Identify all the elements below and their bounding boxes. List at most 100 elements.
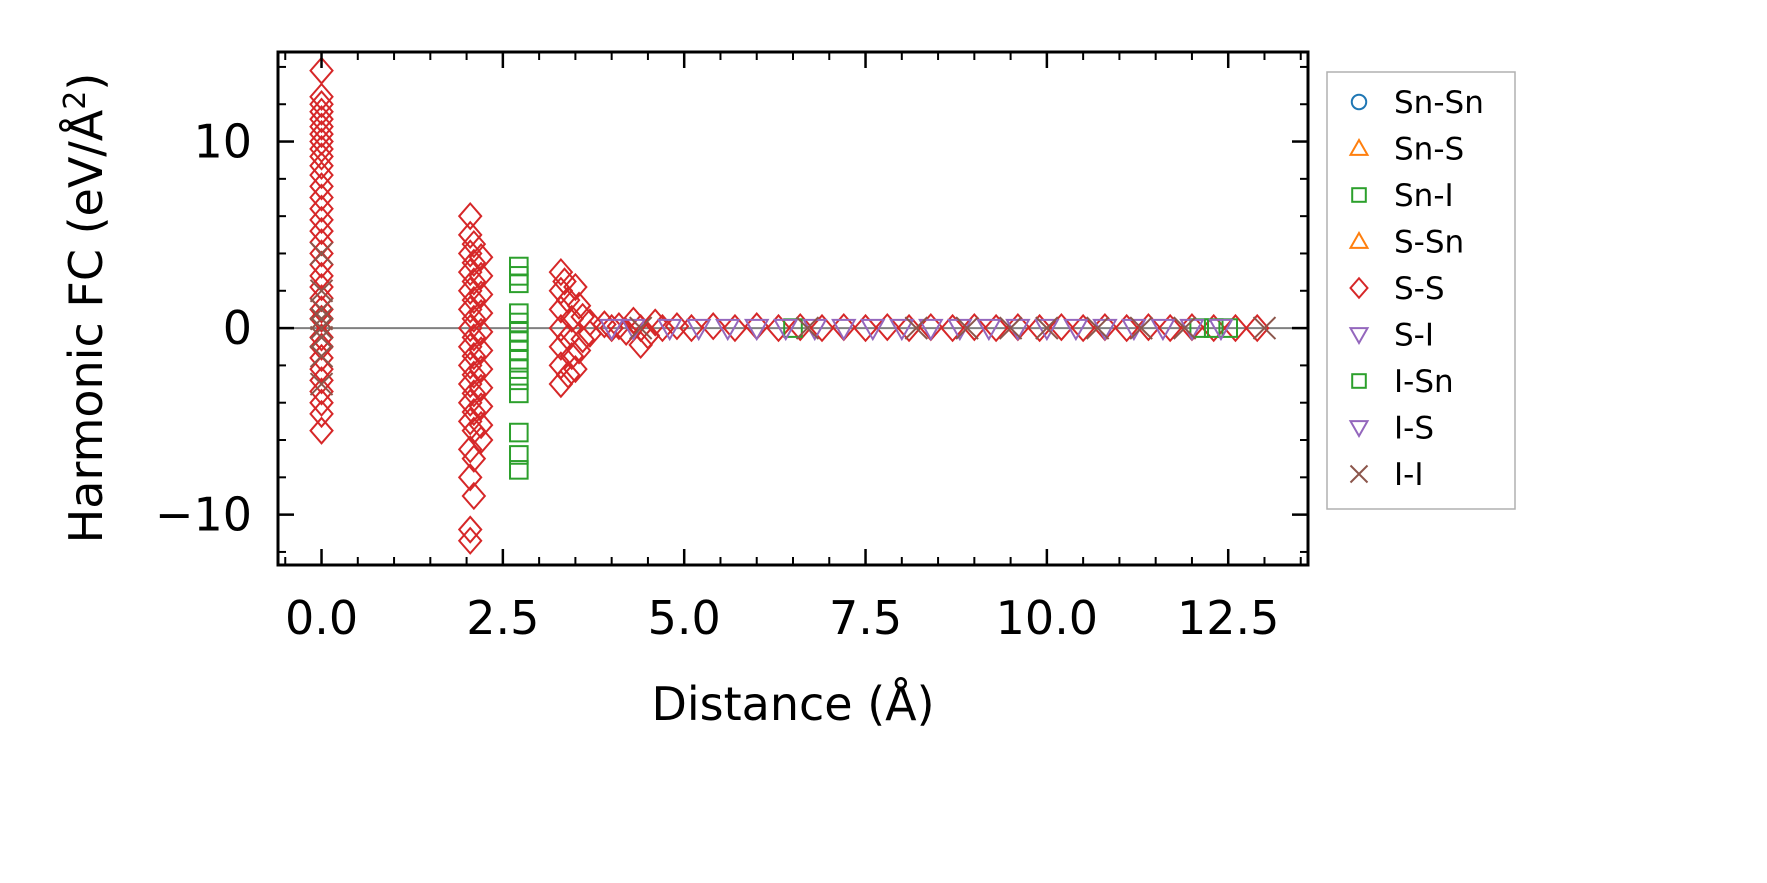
legend-label: I-I	[1394, 457, 1423, 493]
data-point	[309, 279, 334, 303]
data-point	[509, 445, 529, 465]
data-point	[685, 318, 712, 342]
data-point	[831, 318, 857, 342]
data-point	[457, 220, 483, 249]
data-point	[1208, 318, 1234, 342]
data-point	[461, 248, 487, 277]
data-point	[559, 304, 585, 333]
data-point	[457, 515, 483, 544]
legend-item: Sn-I	[1351, 178, 1454, 214]
data-point	[509, 460, 529, 480]
data-point	[766, 313, 791, 343]
data-point	[809, 313, 835, 343]
data-point	[642, 308, 668, 337]
data-point	[309, 377, 334, 406]
legend-label: I-S	[1394, 411, 1434, 447]
data-point	[461, 379, 487, 408]
data-point	[577, 308, 603, 337]
data-point	[548, 257, 574, 287]
data-point	[1244, 313, 1270, 343]
data-point	[1172, 316, 1197, 340]
data-point	[309, 416, 334, 445]
legend-marker	[1349, 464, 1369, 484]
data-point	[962, 312, 987, 342]
data-point	[468, 298, 494, 328]
data-point	[983, 313, 1009, 343]
legend-label: S-S	[1394, 271, 1445, 307]
data-point	[509, 383, 529, 404]
data-point	[563, 354, 588, 384]
data-point	[309, 304, 334, 333]
legend-label: I-Sn	[1394, 364, 1454, 400]
data-point	[309, 228, 334, 257]
x-tick-label: 10.0	[996, 591, 1098, 645]
data-point	[468, 373, 494, 402]
x-tick-label: 12.5	[1177, 591, 1279, 645]
data-point	[1223, 313, 1248, 343]
data-point	[664, 312, 690, 341]
series-s-i	[598, 318, 1234, 342]
data-point	[309, 183, 334, 212]
data-point	[1252, 316, 1277, 340]
legend-marker	[1348, 137, 1370, 156]
data-point	[309, 325, 334, 350]
data-point	[309, 216, 334, 246]
legend-marker	[1351, 373, 1367, 389]
data-point	[309, 172, 334, 201]
data-point	[309, 82, 334, 111]
legend-label: Sn-Sn	[1394, 85, 1484, 121]
data-point	[468, 261, 494, 291]
data-point	[309, 194, 334, 223]
data-point	[309, 388, 334, 417]
data-point	[722, 313, 748, 343]
data-point	[461, 341, 487, 371]
legend-marker	[1349, 276, 1369, 300]
y-axis-label-close: )	[59, 73, 113, 91]
data-point	[1034, 318, 1060, 342]
data-point	[309, 307, 334, 331]
x-tick-label: 2.5	[466, 591, 539, 645]
legend-item: I-S	[1348, 411, 1434, 447]
data-point	[976, 318, 1002, 342]
data-point	[309, 295, 334, 324]
data-point	[1063, 318, 1089, 342]
data-point	[461, 397, 487, 427]
data-point	[1085, 316, 1110, 340]
data-point	[1157, 313, 1183, 343]
data-point	[940, 313, 965, 343]
data-point	[468, 425, 494, 455]
data-point	[461, 444, 487, 473]
data-point	[309, 104, 334, 134]
axis-ticks	[278, 52, 1308, 565]
data-point	[468, 336, 494, 365]
data-point	[1027, 313, 1052, 343]
data-points	[309, 56, 1277, 555]
data-point	[918, 318, 944, 342]
legend-item: S-Sn	[1348, 225, 1464, 261]
y-axis-label: Harmonic FC (eV/Å2)	[58, 73, 114, 544]
legend-item: Sn-Sn	[1350, 85, 1484, 121]
data-point	[309, 112, 334, 141]
data-point	[904, 316, 929, 340]
legend-marker	[1351, 187, 1367, 203]
x-tick-label: 0.0	[285, 591, 358, 645]
data-point	[461, 229, 487, 259]
series-i-i	[309, 241, 1277, 396]
data-point	[309, 205, 334, 235]
data-point	[468, 410, 494, 440]
legend-marker	[1348, 327, 1370, 346]
data-point	[309, 399, 334, 429]
data-point	[468, 354, 494, 384]
data-point	[457, 526, 483, 555]
x-tick-label: 5.0	[648, 591, 721, 645]
data-point	[548, 369, 574, 399]
legend-item: S-S	[1349, 271, 1445, 307]
legend-marker	[1348, 420, 1370, 439]
y-tick-label: 10	[193, 115, 252, 169]
data-point	[860, 318, 886, 342]
y-axis-label-main: Harmonic FC (eV/Å	[59, 109, 113, 543]
data-point	[461, 323, 487, 352]
data-point	[309, 284, 334, 313]
data-point	[1035, 316, 1059, 340]
data-point	[309, 151, 334, 180]
